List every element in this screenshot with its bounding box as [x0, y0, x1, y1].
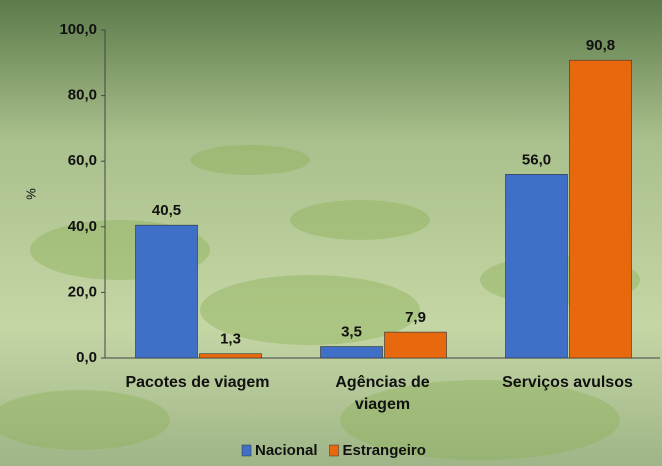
legend-label: Nacional	[255, 442, 318, 459]
bar	[384, 331, 447, 359]
y-tick-label: 40,0	[68, 218, 97, 235]
y-tick-label: 20,0	[68, 283, 97, 300]
value-label: 40,5	[152, 202, 181, 219]
y-tick-label: 0,0	[76, 349, 97, 366]
y-tick-label: 100,0	[59, 21, 97, 38]
y-tick-label: 60,0	[68, 152, 97, 169]
bar	[135, 224, 198, 359]
bar	[505, 174, 568, 359]
x-tick-label: Serviços avulsos	[502, 374, 633, 391]
bar	[320, 346, 383, 359]
legend-swatch	[329, 444, 339, 457]
legend-swatch	[241, 444, 252, 457]
bar	[569, 59, 632, 359]
value-label: 1,3	[220, 331, 241, 348]
value-label: 56,0	[522, 151, 551, 168]
y-tick-label: 80,0	[68, 87, 97, 104]
value-label: 7,9	[405, 309, 426, 326]
x-tick-label: Agências de viagem	[335, 374, 430, 413]
legend-label: Estrangeiro	[343, 442, 426, 459]
value-label: 3,5	[341, 323, 362, 340]
bar	[199, 353, 262, 359]
x-tick-label: Pacotes de viagem	[125, 374, 270, 391]
value-label: 90,8	[586, 37, 615, 54]
y-axis-label: %	[23, 188, 38, 200]
